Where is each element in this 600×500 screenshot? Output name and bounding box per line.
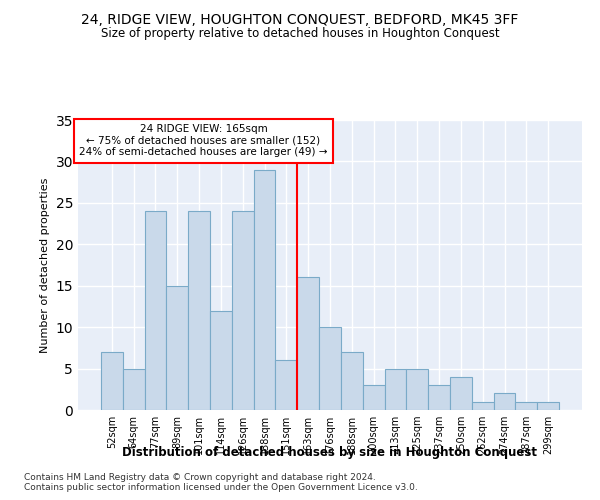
Bar — [537, 402, 559, 410]
Bar — [210, 310, 232, 410]
Bar — [166, 286, 188, 410]
Bar — [123, 368, 145, 410]
Bar — [101, 352, 123, 410]
Text: 24 RIDGE VIEW: 165sqm
← 75% of detached houses are smaller (152)
24% of semi-det: 24 RIDGE VIEW: 165sqm ← 75% of detached … — [79, 124, 328, 158]
Text: Distribution of detached houses by size in Houghton Conquest: Distribution of detached houses by size … — [122, 446, 538, 459]
Bar — [472, 402, 494, 410]
Bar — [450, 377, 472, 410]
Bar — [145, 211, 166, 410]
Y-axis label: Number of detached properties: Number of detached properties — [40, 178, 50, 352]
Bar — [188, 211, 210, 410]
Text: Contains HM Land Registry data © Crown copyright and database right 2024.: Contains HM Land Registry data © Crown c… — [24, 472, 376, 482]
Text: Contains public sector information licensed under the Open Government Licence v3: Contains public sector information licen… — [24, 482, 418, 492]
Bar — [319, 327, 341, 410]
Bar — [406, 368, 428, 410]
Bar — [232, 211, 254, 410]
Bar — [515, 402, 537, 410]
Bar — [428, 385, 450, 410]
Bar — [297, 278, 319, 410]
Text: Size of property relative to detached houses in Houghton Conquest: Size of property relative to detached ho… — [101, 28, 499, 40]
Bar — [341, 352, 363, 410]
Bar — [363, 385, 385, 410]
Bar — [275, 360, 297, 410]
Bar — [385, 368, 406, 410]
Bar — [254, 170, 275, 410]
Bar — [494, 394, 515, 410]
Text: 24, RIDGE VIEW, HOUGHTON CONQUEST, BEDFORD, MK45 3FF: 24, RIDGE VIEW, HOUGHTON CONQUEST, BEDFO… — [82, 12, 518, 26]
